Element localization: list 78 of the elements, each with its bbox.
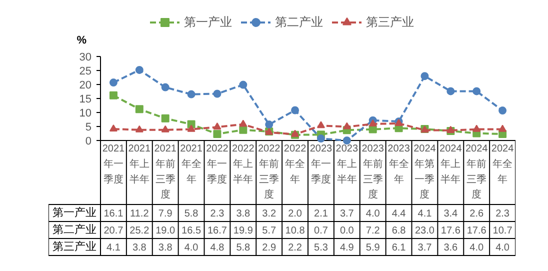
data-label: 16.5 [182,226,202,236]
data-label: 3.7 [418,242,432,254]
data-label: 3.8 [158,242,173,254]
data-label: 2.0 [288,208,302,220]
y-tick-label: 20 [79,80,92,92]
data-label: 2.3 [496,208,510,220]
data-label: 7.9 [158,208,173,220]
data-label: 16.7 [207,226,228,236]
data-label: 4.9 [340,242,354,254]
data-label: 4.1 [418,208,432,220]
x-tick-label: 2023年上半年 [336,144,358,186]
data-label: 5.7 [262,226,276,236]
x-tick-label: 2022年前三季度 [258,144,281,201]
data-label: 3.7 [340,208,354,220]
data-label: 20.7 [104,226,124,236]
data-label: 5.8 [236,242,251,254]
data-label: 2.6 [470,208,484,220]
y-tick-label: 10 [79,108,92,120]
data-label: 2.1 [314,208,328,220]
x-tick-label: 2024年全年 [491,144,514,186]
data-label: 10.8 [285,226,306,236]
y-axis-title: % [76,34,87,46]
data-label: 7.2 [366,226,380,236]
x-tick-label: 2024年前三季度 [465,144,488,201]
x-tick-label: 2023年前三季度 [362,144,384,201]
data-label: 4.4 [392,208,406,220]
y-tick-label: 0 [85,136,92,148]
data-label: 3.4 [444,208,458,220]
data-label: 3.2 [262,208,276,220]
data-label: 5.8 [184,208,199,220]
legend-label: 第三产业 [366,14,414,30]
data-label: 4.1 [106,242,121,254]
data-label: 4.0 [184,242,199,254]
data-label: 4.0 [496,242,510,254]
x-tick-label: 2021年上半年 [128,144,151,186]
data-label: 16.1 [104,208,124,220]
data-label: 10.7 [492,226,513,236]
x-tick-label: 2023年一季度 [310,144,333,186]
y-tick-label: 30 [79,52,92,64]
x-tick-label: 2023年全年 [388,144,410,186]
data-label: 5.3 [314,242,328,254]
legend-label: 第二产业 [275,14,323,30]
data-label: 3.6 [444,242,458,254]
data-label: 2.9 [262,242,276,254]
y-tick-label: 5 [85,122,92,134]
y-tick-label: 15 [79,94,92,106]
data-label: 0.0 [340,226,354,236]
data-label: 25.2 [130,226,150,236]
x-tick-label: 2022年全年 [284,144,307,186]
x-tick-label: 2024年上半年 [440,144,462,186]
data-label: 17.6 [440,226,461,236]
data-label: 6.1 [392,242,406,254]
data-label: 4.0 [366,208,380,220]
data-label: 23.0 [414,226,435,236]
data-label: 6.8 [392,226,406,236]
data-label: 19.9 [233,226,254,236]
x-tick-label: 2024年第一季度 [414,144,436,201]
x-tick-label: 2021年一季度 [102,144,126,186]
data-label: 2.2 [288,242,302,254]
legend-label: 第一产业 [184,14,232,30]
data-label: 3.8 [236,208,251,220]
text: 第三产业 [52,241,96,253]
data-label: 4.8 [210,242,225,254]
x-tick-label: 2021年全年 [180,144,203,186]
data-label: 0.7 [314,226,328,236]
x-tick-label: 2022年上半年 [232,144,255,186]
data-label: 4.0 [470,242,484,254]
data-label: 2.3 [210,208,225,220]
data-label: 19.0 [156,226,176,236]
text: 第一产业 [52,207,96,219]
y-tick-label: 25 [79,66,92,78]
x-tick-label: 2022年一季度 [206,144,229,186]
data-label: 11.2 [130,208,150,220]
x-tick-label: 2021年前三季度 [154,144,177,201]
data-label: 5.9 [366,242,380,254]
data-label: 3.8 [132,242,147,254]
data-label: 17.6 [466,226,487,236]
text: 第二产业 [52,224,96,236]
